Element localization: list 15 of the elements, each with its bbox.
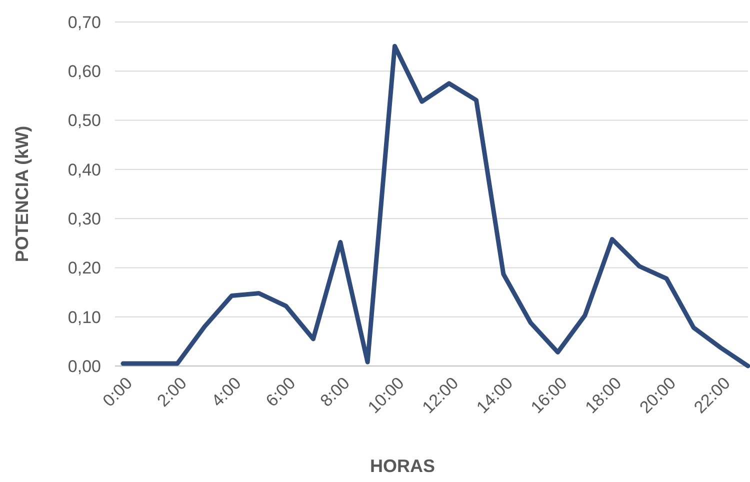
y-tick-label: 0,30 (68, 210, 101, 229)
x-tick-label: 0:00 (99, 374, 136, 410)
y-tick-label: 0,00 (68, 356, 101, 376)
x-tick-label: 8:00 (316, 374, 354, 410)
y-axis-title: POTENCIA (kW) (12, 126, 32, 262)
y-tick-label: 0,40 (68, 160, 101, 180)
y-tick-label: 0,10 (68, 308, 101, 327)
x-tick-label: 6:00 (262, 374, 300, 410)
y-tick-label: 0,60 (68, 62, 101, 82)
y-tick-label: 0,20 (68, 258, 101, 278)
x-axis-title: HORAS (370, 456, 436, 476)
y-tick-label: 0,50 (68, 111, 101, 130)
x-tick-label: 4:00 (208, 374, 245, 410)
line-series (120, 44, 750, 368)
y-tick-label: 0,70 (68, 12, 101, 32)
